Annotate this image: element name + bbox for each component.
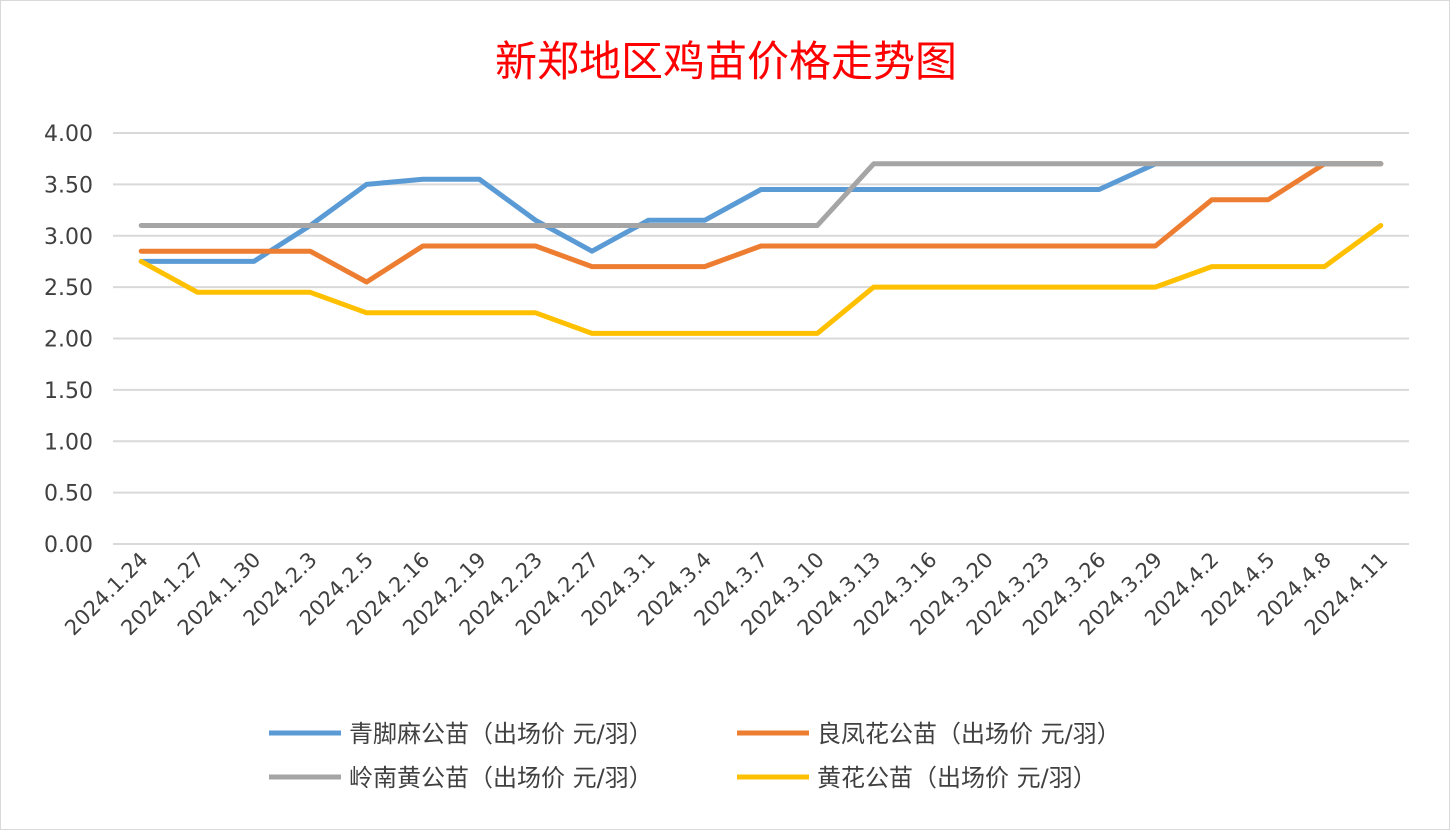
y-tick-label: 1.50: [44, 379, 93, 404]
y-tick-label: 0.00: [44, 533, 93, 558]
y-tick-label: 2.50: [44, 276, 93, 301]
y-tick-label: 3.00: [44, 225, 93, 250]
y-tick-label: 0.50: [44, 482, 93, 507]
series-line-2: [138, 161, 1384, 285]
gridlines: [113, 132, 1409, 545]
y-axis-ticks: 0.00 0.50 1.00 1.50 2.00 2.50 3.00 3.50 4.00: [44, 122, 93, 558]
y-tick-label: 4.00: [44, 122, 93, 147]
y-tick-label: 1.00: [44, 430, 93, 455]
y-tick-label: 2.00: [44, 328, 93, 353]
legend-label: 岭南黄公苗（出场价 元/羽）: [349, 764, 653, 792]
series-lines: [138, 161, 1384, 336]
x-axis-ticks: 2024.1.242024.1.272024.1.302024.2.32024.…: [60, 548, 1392, 641]
y-tick-label: 3.50: [44, 173, 93, 198]
series-line-3: [138, 161, 1384, 228]
chart-title: 新郑地区鸡苗价格走势图: [495, 37, 957, 86]
legend-label: 青脚麻公苗（出场价 元/羽）: [349, 720, 653, 748]
series-line-4: [138, 223, 1384, 336]
legend-label: 黄花公苗（出场价 元/羽）: [817, 764, 1097, 792]
legend-label: 良凤花公苗（出场价 元/羽）: [817, 720, 1121, 748]
legend: 青脚麻公苗（出场价 元/羽） 良凤花公苗（出场价 元/羽） 岭南黄公苗（出场价 元/…: [269, 720, 1121, 792]
